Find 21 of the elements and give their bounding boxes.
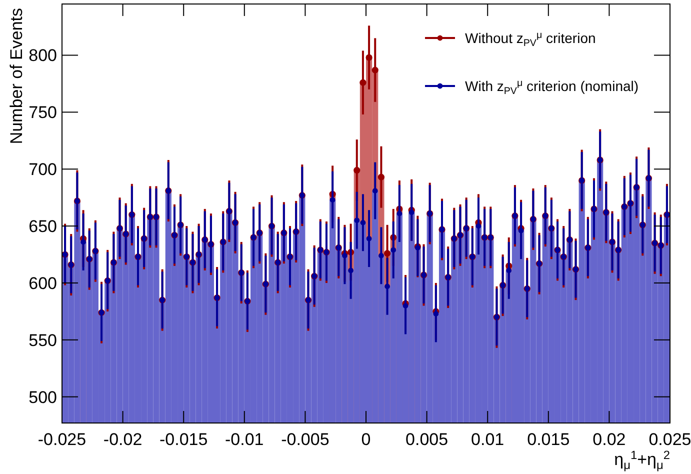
x-tick-label: 0.01 [471, 430, 504, 449]
x-tick-label: -0.01 [225, 430, 264, 449]
x-tick-label: -0.005 [281, 430, 330, 449]
legend-label: With z$_{PV}$$^{μ}$ criterion (nominal) [465, 78, 639, 97]
y-tick-label: 700 [28, 160, 57, 180]
x-tick-label: 0 [361, 430, 371, 449]
x-tick-label: -0.02 [103, 430, 142, 449]
y-tick-label: 800 [28, 46, 57, 66]
legend-label: Without z$_{PV}$$^{μ}$ criterion [465, 30, 596, 49]
x-tick-label: 0.02 [592, 430, 626, 449]
x-tick-label: -0.015 [160, 430, 208, 449]
y-tick-label: 500 [28, 388, 57, 407]
x-tick-label: -0.025 [38, 430, 86, 449]
y-tick-label: 750 [28, 103, 57, 122]
y-tick-label: 600 [28, 274, 57, 293]
y-tick-label: 650 [28, 217, 57, 236]
x-tick-label: 0.025 [648, 430, 691, 449]
y-tick-label: 550 [28, 330, 57, 350]
x-tick-label: 0.015 [527, 430, 570, 449]
x-tick-label: 0.005 [406, 430, 448, 449]
y-axis-title: Number of Events [7, 8, 26, 144]
